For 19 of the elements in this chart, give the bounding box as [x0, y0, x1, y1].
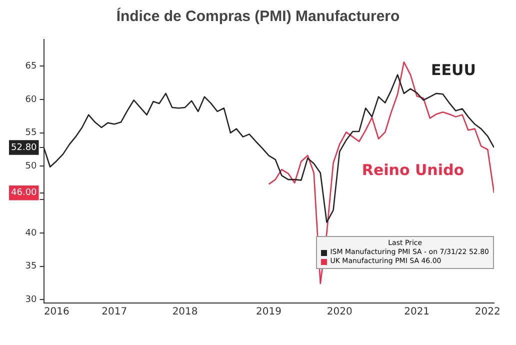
- y-tick-label: 46.00: [11, 188, 38, 198]
- y-tick-label: 50: [25, 162, 38, 172]
- x-tick-label: 2018: [172, 306, 198, 318]
- x-tick-label: 2021: [404, 306, 430, 318]
- x-tick-label: 2017: [102, 306, 128, 318]
- y-tick-label: 40: [25, 228, 38, 238]
- y-tick-label: 30: [25, 295, 38, 306]
- x-tick-label: 2019: [256, 306, 282, 318]
- y-tick-label: 55: [25, 128, 37, 138]
- x-tick-label: 2016: [44, 306, 70, 318]
- y-tick-label: 52.80: [11, 142, 38, 153]
- annotation: EEUU: [431, 60, 476, 79]
- x-tick-label: 2022: [474, 306, 500, 318]
- chart-title: Índice de Compras (PMI) Manufacturero: [115, 8, 401, 25]
- y-tick-label: 60: [25, 94, 38, 105]
- y-tick-label: 35: [25, 262, 37, 272]
- y-tick-label: 65: [25, 61, 37, 72]
- annotation: Reino Unido: [362, 161, 464, 180]
- x-tick-label: 2020: [326, 306, 352, 318]
